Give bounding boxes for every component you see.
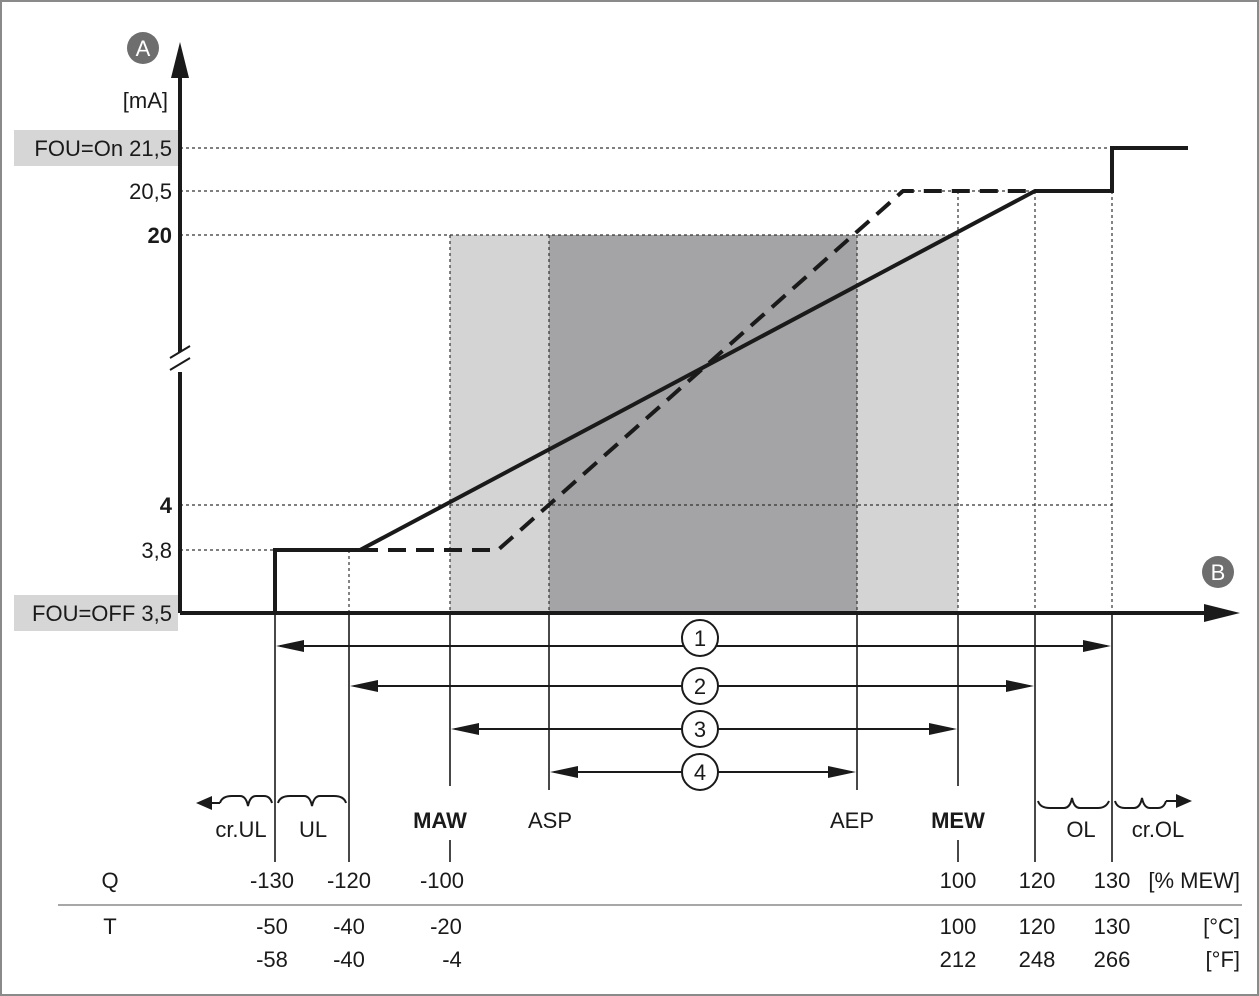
t-celsius-value: -50 [256, 914, 288, 939]
x-axis-badge: B [1202, 556, 1234, 588]
badge-b-text: B [1211, 560, 1226, 585]
t-fahrenheit-value: -58 [256, 947, 288, 972]
y-label-4: 4 [160, 493, 173, 518]
t-unit-celsius: [°C] [1203, 914, 1240, 939]
badge-circle [127, 32, 159, 64]
range-arrow-2 [350, 667, 1034, 705]
t-celsius-value: -20 [430, 914, 462, 939]
y-axis-badge: A [127, 32, 159, 64]
range-arrow-4 [550, 753, 856, 791]
point-mew-label: MEW [931, 808, 985, 833]
point-asp-label: ASP [528, 808, 572, 833]
point-aep-label: AEP [830, 808, 874, 833]
fou-on-label-bg [14, 130, 178, 166]
q-value: -100 [420, 868, 464, 893]
t-fahrenheit-value: 212 [940, 947, 977, 972]
characteristic-dashed [360, 189, 1035, 552]
brace-cr-ol [1114, 797, 1167, 809]
t-fahrenheit-value: 248 [1019, 947, 1056, 972]
badge-a-text: A [136, 36, 151, 61]
fou-off-label-bg [14, 595, 178, 631]
y-unit-label: [mA] [123, 88, 168, 113]
q-row-label: Q [101, 868, 118, 893]
t-celsius-value: 130 [1094, 914, 1131, 939]
point-maw-label: MAW [413, 808, 467, 833]
brace-ul [277, 795, 347, 807]
cr-ul-arrow-head [196, 796, 212, 810]
q-value: 100 [940, 868, 977, 893]
t-celsius-value: 100 [940, 914, 977, 939]
cr-ol-arrow-head [1176, 794, 1192, 808]
range-arrows [276, 619, 1111, 791]
q-value: -120 [327, 868, 371, 893]
t-unit-fahrenheit: [°F] [1206, 947, 1240, 972]
y-label-fou-on: FOU=On 21,5 [34, 136, 172, 161]
boundary-lines [274, 613, 1113, 862]
brace-ol [1037, 797, 1110, 809]
t-fahrenheit-value: -4 [442, 947, 462, 972]
y-label-20-5: 20,5 [129, 179, 172, 204]
q-value: 130 [1094, 868, 1131, 893]
t-celsius-value: 120 [1019, 914, 1056, 939]
zone-cr-ul-label: cr.UL [215, 817, 266, 842]
range-3-label: 3 [694, 717, 706, 742]
t-row-label: T [103, 914, 116, 939]
badge-circle [1202, 556, 1234, 588]
brace-cr-ul [219, 795, 273, 807]
t-fahrenheit-value: -40 [333, 947, 365, 972]
zone-ol-label: OL [1066, 817, 1095, 842]
zone-braces [219, 795, 1167, 809]
range-arrow-1 [276, 619, 1111, 657]
q-value: 120 [1019, 868, 1056, 893]
q-value: -130 [250, 868, 294, 893]
x-axis-arrow [1204, 604, 1240, 622]
y-label-3-8: 3,8 [141, 538, 172, 563]
axis-break-mark-1 [169, 345, 191, 359]
t-celsius-value: -40 [333, 914, 365, 939]
range-arrow-3 [451, 710, 957, 748]
axis-break-mark-2 [169, 357, 191, 371]
range-4-label: 4 [694, 760, 706, 785]
horizontal-guides [180, 147, 1112, 551]
t-fahrenheit-value: 266 [1094, 947, 1131, 972]
y-label-20: 20 [148, 223, 172, 248]
q-unit-label: [% MEW] [1148, 868, 1240, 893]
zone-cr-ol-label: cr.OL [1132, 817, 1185, 842]
zone-ul-label: UL [299, 817, 327, 842]
y-label-fou-off: FOU=OFF 3,5 [32, 601, 172, 626]
range-2-label: 2 [694, 674, 706, 699]
y-axis-arrow [171, 42, 189, 78]
range-1-label: 1 [694, 626, 706, 651]
